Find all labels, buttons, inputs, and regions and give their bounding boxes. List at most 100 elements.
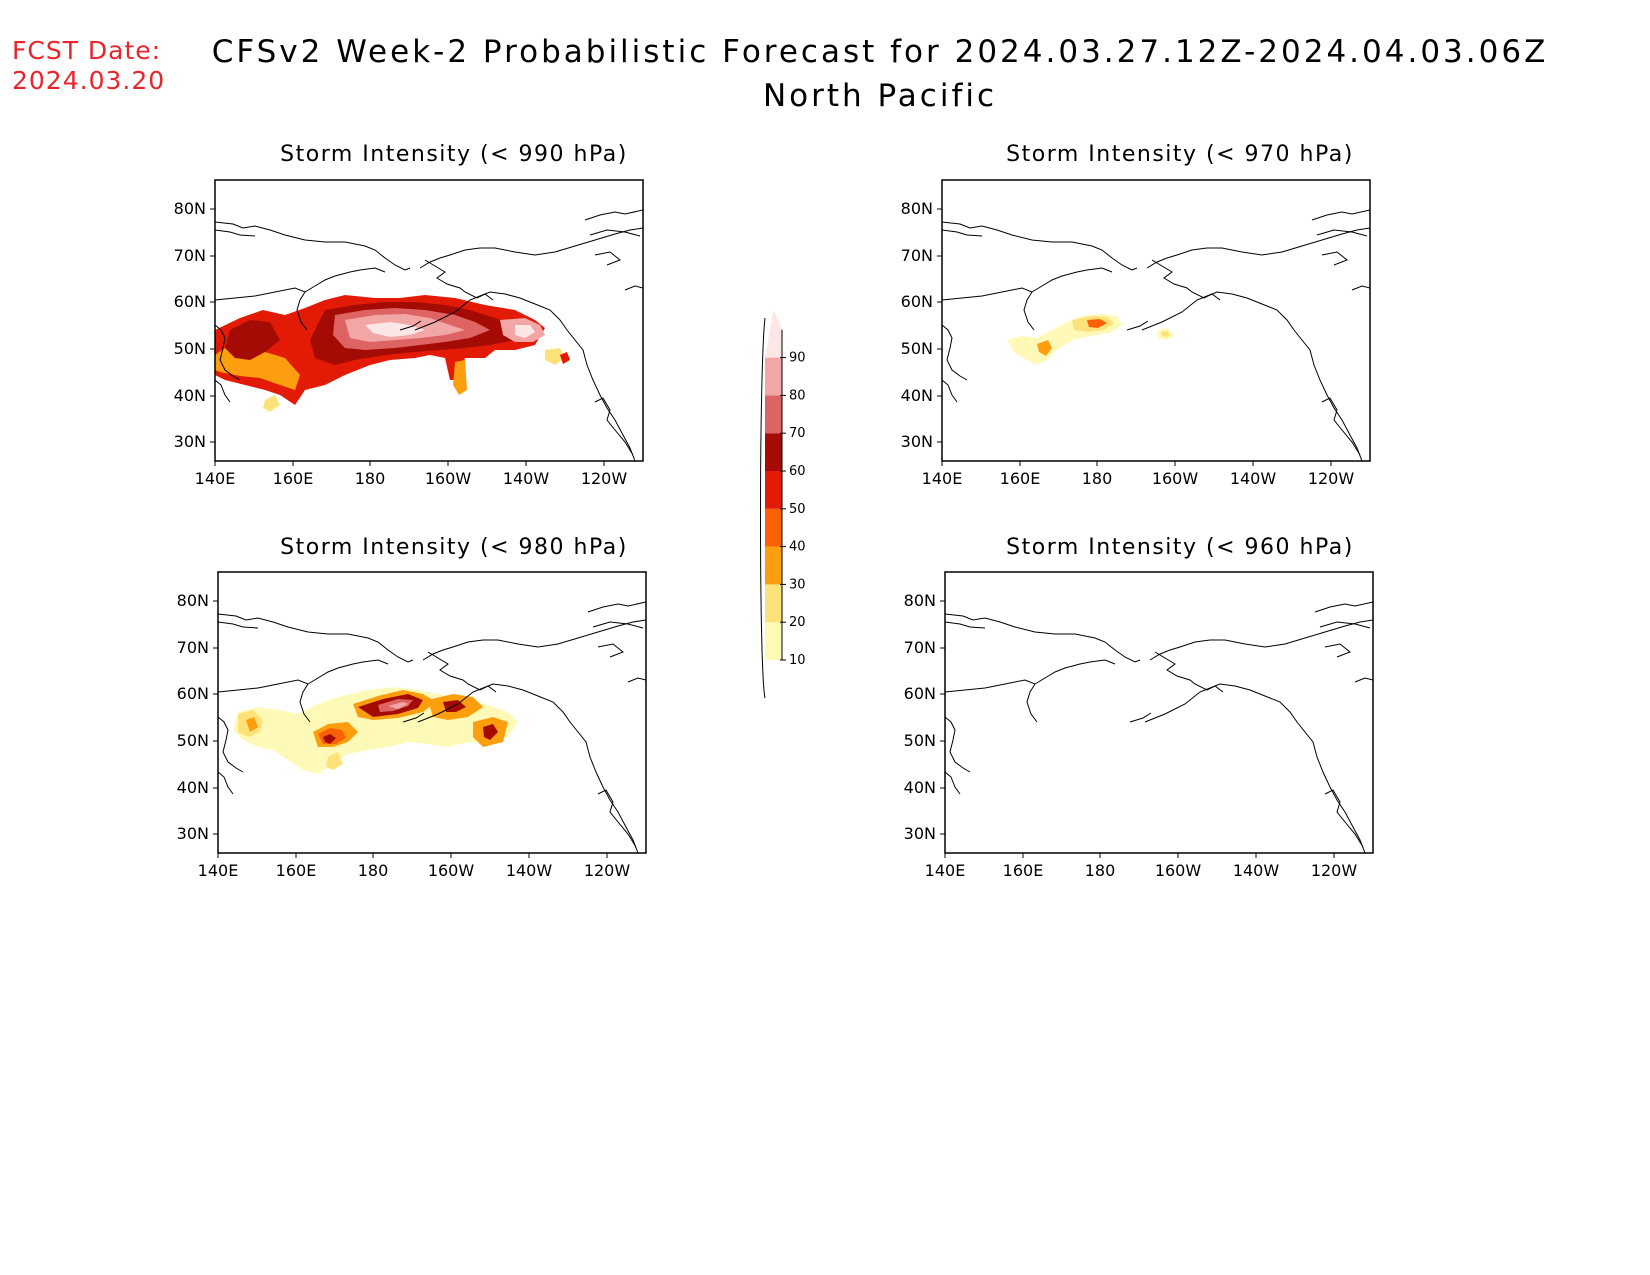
probability-shade	[545, 348, 565, 365]
colorbar-label: 60	[789, 464, 806, 479]
coastline	[1321, 397, 1361, 456]
lon-tick-label: 180	[355, 469, 386, 488]
lon-tick-label: 120W	[1311, 861, 1358, 880]
coastline	[1144, 683, 1366, 853]
coastline	[627, 677, 646, 683]
probability-shade	[1161, 331, 1170, 337]
coastline	[215, 324, 241, 381]
colorbar-segment	[765, 433, 782, 471]
coastline	[1351, 285, 1370, 291]
lat-tick-label: 50N	[901, 339, 933, 358]
colorbar-segment	[765, 508, 782, 547]
colorbar-label: 20	[789, 615, 806, 630]
lon-tick-label: 140W	[1233, 861, 1280, 880]
probability-shade	[483, 724, 498, 740]
lon-tick-label: 160W	[1152, 469, 1199, 488]
coastline	[218, 771, 234, 795]
lat-tick-label: 30N	[901, 432, 933, 451]
coastline	[594, 397, 634, 456]
lon-tick-label: 140W	[506, 861, 553, 880]
coastline	[624, 285, 643, 291]
coastline	[218, 613, 414, 663]
lon-tick-label: 140E	[922, 469, 963, 488]
map-frame	[214, 179, 644, 462]
coastline	[597, 643, 624, 658]
coastline	[942, 379, 958, 403]
coastline	[945, 613, 1141, 663]
lon-tick-label: 160E	[1000, 469, 1041, 488]
forecast-date-label: FCST Date:	[12, 36, 162, 65]
coastline	[1316, 229, 1368, 237]
lat-tick-label: 40N	[901, 386, 933, 405]
probability-shade	[225, 320, 280, 360]
coastline	[942, 229, 983, 237]
panel-title-960: Storm Intensity (< 960 hPa)	[1006, 535, 1354, 560]
figure-title: CFSv2 Week-2 Probabilistic Forecast for …	[190, 30, 1570, 118]
colorbar-label: 10	[789, 653, 806, 668]
coastline	[594, 251, 621, 266]
panel-title-980: Storm Intensity (< 980 hPa)	[280, 535, 628, 560]
lat-tick-label: 70N	[901, 246, 933, 265]
lat-tick-label: 40N	[174, 386, 206, 405]
coastline	[945, 659, 1116, 693]
coastline	[1354, 677, 1373, 683]
lon-tick-label: 160E	[273, 469, 314, 488]
coastline	[422, 619, 646, 661]
lat-tick-label: 60N	[174, 292, 206, 311]
lat-tick-label: 50N	[904, 731, 936, 750]
colorbar-segment	[765, 546, 782, 585]
coastline	[945, 716, 971, 773]
lat-tick-label: 40N	[904, 778, 936, 797]
title-line-1: CFSv2 Week-2 Probabilistic Forecast for …	[211, 34, 1549, 70]
coastline	[1023, 291, 1035, 331]
coastline	[1129, 712, 1152, 723]
lon-tick-label: 140W	[1230, 469, 1277, 488]
probability-shade	[515, 325, 535, 338]
coastline	[215, 267, 386, 301]
coastline	[1324, 789, 1364, 848]
coastline	[424, 259, 494, 301]
map-frame	[941, 179, 1371, 462]
lon-tick-label: 160E	[276, 861, 317, 880]
coastline	[218, 621, 259, 629]
lon-tick-label: 180	[1085, 861, 1116, 880]
coastline	[399, 320, 422, 331]
colorbar-segment	[765, 357, 782, 396]
coastline	[1126, 320, 1149, 331]
colorbar-label: 50	[789, 502, 806, 517]
probability-shade	[323, 734, 336, 744]
lat-tick-label: 50N	[174, 339, 206, 358]
colorbar-segment	[765, 622, 782, 660]
lat-tick-label: 60N	[901, 292, 933, 311]
colorbar-segment	[765, 584, 782, 623]
probability-shade	[1037, 340, 1052, 356]
lat-tick-label: 80N	[177, 591, 209, 610]
colorbar-segment	[765, 471, 782, 509]
coastline	[296, 291, 308, 331]
coastline	[1026, 683, 1038, 723]
coastline	[417, 683, 639, 853]
map-frame	[944, 571, 1374, 854]
coastline	[1151, 259, 1221, 301]
coastline	[402, 712, 425, 723]
probability-shade	[365, 322, 425, 337]
coastline	[584, 209, 643, 221]
panel-title-990: Storm Intensity (< 990 hPa)	[280, 142, 628, 167]
coastline	[1321, 251, 1348, 266]
coastline	[589, 229, 641, 237]
coastline	[945, 771, 961, 795]
colorbar-label: 80	[789, 388, 806, 403]
colorbar-segment	[765, 309, 782, 358]
coastline	[1324, 643, 1351, 658]
coastline	[597, 789, 637, 848]
coastline	[218, 659, 389, 693]
colorbar-label: 30	[789, 577, 806, 592]
lon-tick-label: 160E	[1003, 861, 1044, 880]
probability-shade	[246, 717, 258, 732]
probability-shade	[453, 360, 467, 395]
coastline	[1154, 651, 1224, 693]
coastline	[1311, 209, 1370, 221]
coastline	[419, 227, 643, 269]
lat-tick-label: 50N	[177, 731, 209, 750]
lon-tick-label: 140E	[198, 861, 239, 880]
